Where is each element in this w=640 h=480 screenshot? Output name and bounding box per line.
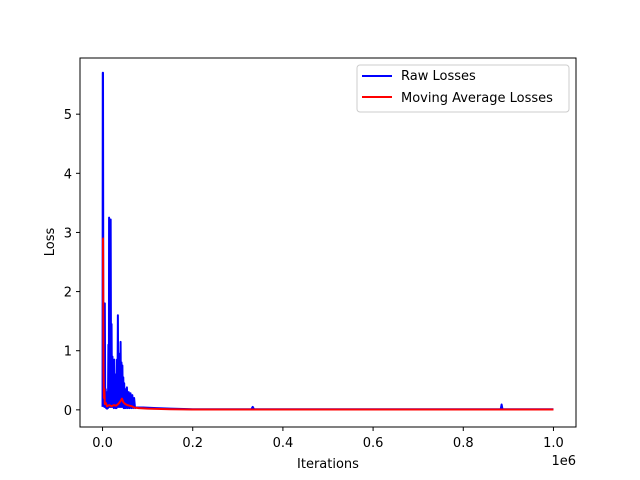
x-tick-label: 0.8	[453, 436, 474, 451]
y-axis-ticks: 0 1 2 3 4 5	[64, 108, 80, 419]
series-line-raw-losses	[101, 71, 554, 411]
x-axis-ticks: 0.0 0.2 0.4 0.6 0.8 1.0	[92, 427, 564, 451]
legend: Raw Losses Moving Average Losses	[356, 64, 570, 113]
series-layer	[101, 71, 554, 411]
y-tick-label: 0	[64, 404, 72, 419]
x-axis-label: Iterations	[297, 457, 359, 472]
series-line-moving-average-losses	[102, 237, 554, 411]
plot-frame	[79, 57, 577, 428]
y-tick-label: 3	[64, 226, 72, 241]
y-tick-label: 5	[64, 108, 72, 123]
x-tick-label: 0.6	[363, 436, 384, 451]
legend-label-moving-average-losses: Moving Average Losses	[401, 91, 553, 106]
x-tick-label: 1.0	[543, 436, 564, 451]
legend-box	[356, 64, 570, 113]
x-tick-label: 0.4	[273, 436, 294, 451]
legend-label-raw-losses: Raw Losses	[401, 69, 476, 84]
y-tick-label: 2	[64, 286, 72, 301]
y-axis-label: Loss	[43, 228, 58, 257]
x-tick-label: 0.0	[92, 436, 113, 451]
y-tick-label: 4	[64, 167, 72, 182]
x-tick-label: 0.2	[182, 436, 203, 451]
y-tick-label: 1	[64, 345, 72, 360]
x-axis-offset-label: 1e6	[551, 454, 576, 469]
